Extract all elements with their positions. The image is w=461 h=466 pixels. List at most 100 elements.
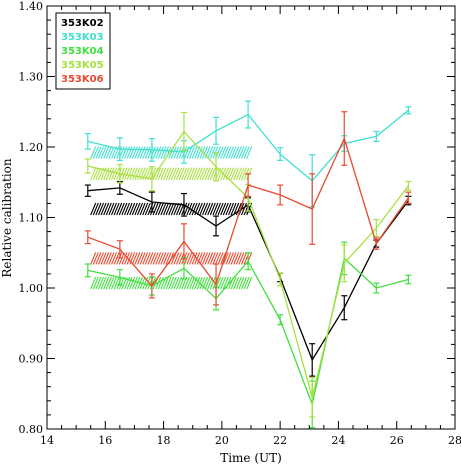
hatch-stroke (175, 146, 183, 159)
hatch-stroke (139, 202, 146, 216)
hatch-stroke (240, 146, 248, 159)
hatch-stroke (201, 167, 209, 181)
hatch-stroke (191, 167, 198, 181)
hatch-stroke (95, 146, 102, 159)
hatch-stroke (204, 167, 211, 181)
hatch-stroke (142, 252, 149, 265)
hatch-stroke (157, 202, 164, 216)
hatch-stroke (235, 167, 242, 181)
hatch-stroke (227, 202, 235, 216)
hatch-stroke (233, 252, 240, 265)
hatch-stroke (209, 167, 216, 181)
hatch-stroke (123, 202, 131, 216)
legend: 353K02 353K03 353K04 353K05 353K06 (55, 12, 111, 90)
hatch-stroke (217, 167, 224, 181)
hatch-stroke (207, 202, 214, 216)
hatch-stroke (173, 167, 180, 181)
hatch-stroke (162, 202, 170, 216)
hatch-stroke (157, 146, 164, 159)
hatch-stroke (240, 276, 248, 290)
hatch-stroke (201, 146, 209, 159)
hatch-stroke (212, 252, 219, 265)
y-tick-label: 1.20 (19, 141, 44, 154)
hatch-stroke (209, 146, 216, 159)
hatch-stroke (183, 202, 190, 216)
hatch-stroke (188, 202, 196, 216)
hatch-stroke (142, 276, 149, 290)
x-tick-label: 22 (273, 434, 287, 447)
hatch-stroke (170, 276, 177, 290)
hatch-stroke (92, 146, 99, 159)
hatch-stroke (209, 202, 216, 216)
hatch-stroke (90, 276, 97, 290)
hatch-stroke (170, 202, 177, 216)
hatch-stroke (173, 252, 180, 265)
hatch-stroke (95, 167, 102, 181)
hatch-stroke (238, 146, 245, 159)
x-tick-label: 18 (157, 434, 171, 447)
hatch-stroke (243, 276, 250, 290)
hatch-stroke (116, 202, 123, 216)
hatch-stroke (149, 202, 157, 216)
hatch-stroke (165, 202, 172, 216)
hatch-stroke (214, 202, 222, 216)
hatch-stroke (160, 252, 167, 265)
hatch-stroke (108, 252, 115, 265)
hatch-stroke (118, 252, 125, 265)
hatch-stroke (209, 252, 216, 265)
hatch-stroke (126, 252, 133, 265)
hatch-stroke (230, 276, 237, 290)
hatch-stroke (162, 167, 170, 181)
hatch-stroke (165, 276, 172, 290)
hatch-stroke (196, 252, 203, 265)
hatch-stroke (238, 276, 245, 290)
hatch-stroke (227, 252, 235, 265)
hatch-stroke (105, 276, 112, 290)
hatch-stroke (220, 276, 227, 290)
hatch-stroke (204, 202, 211, 216)
hatch-stroke (220, 252, 227, 265)
hatch-stroke (162, 146, 170, 159)
hatch-stroke (230, 146, 237, 159)
hatch-stroke (90, 252, 97, 265)
hatch-stroke (129, 252, 136, 265)
hatch-stroke (103, 252, 110, 265)
hatch-stroke (95, 252, 102, 265)
hatch-stroke (126, 276, 133, 290)
hatch-stroke (199, 202, 206, 216)
y-tick-label: 1.00 (19, 282, 44, 295)
legend-entry: 353K04 (61, 46, 104, 57)
hatch-stroke (108, 276, 115, 290)
hatch-stroke (162, 252, 170, 265)
hatch-stroke (199, 252, 206, 265)
hatch-stroke (168, 276, 175, 290)
hatch-stroke (162, 276, 170, 290)
hatch-stroke (134, 202, 141, 216)
axes: 14 16 18 20 22 24 26 28 0.80 0.90 1.00 1.10 1.20 1.30… (19, 0, 461, 447)
series-lines (84, 100, 412, 429)
hatch-stroke (235, 146, 242, 159)
hatch-stroke (222, 202, 229, 216)
x-axis-label: Time (UT) (220, 451, 282, 465)
hatch-stroke (100, 276, 107, 290)
hatch-stroke (131, 167, 138, 181)
hatch-stroke (207, 252, 214, 265)
hatch-stroke (123, 146, 131, 159)
hatch-stroke (129, 146, 136, 159)
hatch-stroke (225, 252, 232, 265)
hatch-stroke (168, 202, 175, 216)
hatch-stroke (139, 252, 146, 265)
hatch-stroke (204, 252, 211, 265)
legend-entry: 353K05 (61, 60, 104, 71)
hatch-stroke (142, 146, 149, 159)
hatch-stroke (152, 202, 159, 216)
hatch-stroke (175, 167, 183, 181)
hatch-stroke (131, 146, 138, 159)
hatch-stroke (233, 146, 240, 159)
hatch-stroke (134, 146, 141, 159)
hatch-stroke (212, 167, 219, 181)
hatch-stroke (168, 167, 175, 181)
hatch-stroke (165, 167, 172, 181)
hatch-stroke (188, 167, 196, 181)
y-tick-label: 0.80 (19, 423, 44, 436)
